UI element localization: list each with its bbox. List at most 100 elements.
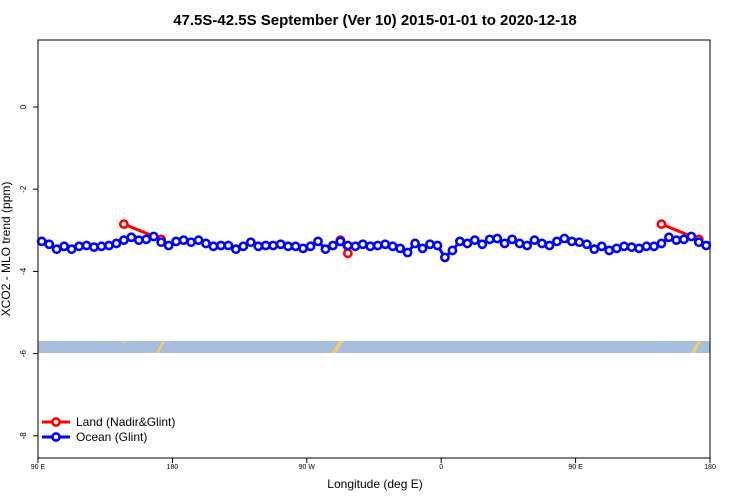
series xyxy=(36,231,712,263)
point xyxy=(148,231,159,242)
point xyxy=(298,243,308,254)
point xyxy=(290,241,301,252)
point xyxy=(484,234,495,245)
point xyxy=(208,241,219,252)
point xyxy=(335,236,346,247)
point xyxy=(507,234,518,245)
y-axis-label: XCO2 - MLO trend (ppm) xyxy=(0,182,13,317)
point xyxy=(649,241,659,252)
x-tick-label: 90 W xyxy=(299,464,316,471)
y-tick-label: -2 xyxy=(19,185,28,193)
point xyxy=(245,237,256,248)
point xyxy=(425,239,435,250)
point xyxy=(126,232,137,243)
point xyxy=(51,244,62,255)
point xyxy=(74,241,84,252)
point xyxy=(387,241,398,252)
point xyxy=(305,241,316,252)
point xyxy=(357,239,368,250)
y-tick-label: 0 xyxy=(19,104,28,109)
point xyxy=(417,243,428,254)
point xyxy=(133,235,144,246)
point xyxy=(171,236,182,247)
x-axis-label: Longitude (deg E) xyxy=(327,477,422,491)
point xyxy=(96,241,107,252)
point xyxy=(141,234,152,245)
point xyxy=(432,240,443,251)
point xyxy=(537,238,547,249)
point xyxy=(566,236,577,247)
point xyxy=(402,247,413,258)
point xyxy=(477,239,488,250)
point xyxy=(671,235,682,246)
point xyxy=(678,234,689,245)
legend-marker xyxy=(51,417,61,427)
point xyxy=(656,219,667,230)
y-tick-label: -8 xyxy=(19,432,28,440)
x-tick-label: 90 E xyxy=(568,464,583,471)
y-tick-label: -6 xyxy=(19,350,28,358)
point xyxy=(238,241,249,252)
legend-label: Ocean (Glint) xyxy=(76,430,147,444)
point xyxy=(186,237,196,248)
point xyxy=(701,240,712,251)
point xyxy=(604,245,615,256)
point xyxy=(664,232,674,243)
point xyxy=(693,237,704,248)
point xyxy=(320,244,331,255)
point xyxy=(552,236,562,247)
point xyxy=(44,239,55,250)
point xyxy=(619,241,630,252)
point xyxy=(462,238,473,249)
point xyxy=(81,240,92,251)
point xyxy=(59,241,70,252)
x-tick-label: 180 xyxy=(167,464,179,471)
point xyxy=(275,239,286,250)
legend-label: Land (Nadir&Glint) xyxy=(76,415,175,429)
point xyxy=(163,240,174,251)
point xyxy=(380,239,391,250)
chart-title: 47.5S-42.5S September (Ver 10) 2015-01-0… xyxy=(173,12,577,29)
point xyxy=(268,240,279,251)
point xyxy=(372,240,383,251)
x-tick-label: 0 xyxy=(439,464,443,471)
point xyxy=(253,241,264,252)
point xyxy=(111,238,122,249)
x-tick-label: 180 xyxy=(704,464,716,471)
point xyxy=(447,245,458,256)
point xyxy=(178,235,189,246)
point xyxy=(589,244,600,255)
point xyxy=(342,248,353,259)
point xyxy=(514,238,525,249)
point xyxy=(313,236,323,247)
point xyxy=(611,243,622,254)
point xyxy=(499,238,510,249)
point xyxy=(66,244,77,255)
legend: Land (Nadir&Glint)Ocean (Glint) xyxy=(42,415,175,444)
point xyxy=(216,240,226,251)
point xyxy=(350,241,361,252)
point xyxy=(522,240,532,251)
point xyxy=(574,237,585,248)
point xyxy=(544,240,555,251)
point xyxy=(36,236,47,247)
point xyxy=(529,235,540,246)
point xyxy=(454,236,465,247)
point xyxy=(328,240,338,251)
point xyxy=(193,235,204,246)
legend-marker xyxy=(51,432,61,442)
point xyxy=(626,242,637,253)
point xyxy=(156,237,167,248)
point xyxy=(634,243,644,254)
point xyxy=(260,240,271,251)
point xyxy=(492,233,503,244)
point xyxy=(440,252,450,263)
y-tick-label: -4 xyxy=(19,267,28,275)
point xyxy=(89,242,99,253)
point xyxy=(686,231,697,242)
point xyxy=(559,233,570,244)
point xyxy=(469,235,480,246)
point xyxy=(581,239,592,250)
point xyxy=(395,243,406,254)
